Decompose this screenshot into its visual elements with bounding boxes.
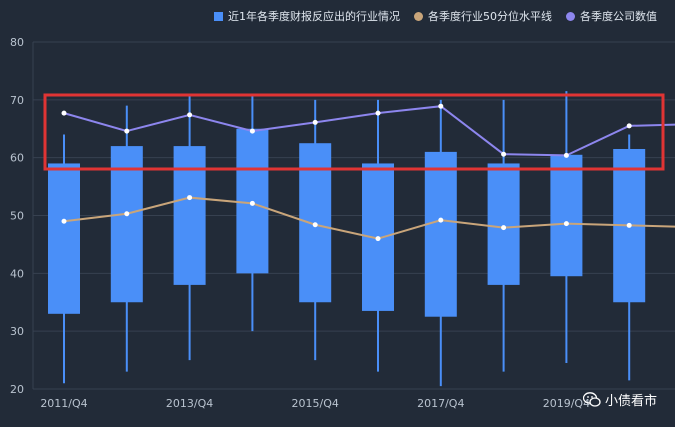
watermark: 小债看市	[582, 390, 657, 409]
legend: 近1年各季度财报反应出的行业情况 各季度行业50分位水平线 各季度公司数值	[214, 8, 657, 24]
legend-box-swatch	[214, 11, 223, 21]
median-point	[61, 218, 67, 224]
median-point	[375, 236, 381, 242]
company-point	[61, 110, 67, 116]
y-tick-label: 20	[10, 383, 24, 396]
company-point	[249, 128, 255, 134]
company-point	[438, 103, 444, 109]
y-tick-label: 40	[10, 267, 24, 280]
company-point	[187, 112, 193, 118]
x-tick-label: 2011/Q4	[40, 397, 87, 410]
highlight-rectangle	[43, 93, 665, 171]
y-tick-label: 70	[10, 94, 24, 107]
x-tick-label: 2019/Q4	[543, 397, 590, 410]
y-tick-label: 60	[10, 152, 24, 165]
median-point	[626, 222, 632, 228]
median-point	[501, 225, 507, 231]
company-point	[124, 128, 130, 134]
box-body	[110, 146, 143, 303]
box-body	[48, 163, 80, 314]
median-point	[124, 211, 130, 217]
company-point	[375, 110, 381, 116]
legend-item-median[interactable]: 各季度行业50分位水平线	[414, 8, 552, 24]
company-point	[626, 123, 632, 129]
company-point	[312, 119, 318, 125]
median-point	[438, 217, 444, 223]
watermark-text: 小债看市	[604, 394, 657, 409]
median-point	[187, 195, 193, 201]
x-tick-label: 2013/Q4	[166, 397, 213, 410]
box-series	[48, 91, 646, 387]
box-body	[173, 146, 206, 285]
x-tick-label: 2015/Q4	[292, 397, 339, 410]
y-tick-label: 30	[10, 325, 24, 338]
median-point	[249, 200, 255, 206]
median-point	[312, 222, 318, 228]
legend-median-label: 各季度行业50分位水平线	[428, 10, 552, 23]
box-body	[424, 151, 457, 317]
wechat-icon	[582, 391, 601, 407]
box-body	[550, 154, 583, 277]
y-tick-label: 50	[10, 210, 24, 223]
box-body	[487, 163, 520, 285]
line-series	[61, 103, 675, 242]
legend-median-swatch	[414, 11, 423, 21]
company-point	[563, 152, 569, 158]
median-point	[563, 221, 569, 227]
company-point	[501, 151, 507, 157]
legend-item-box[interactable]: 近1年各季度财报反应出的行业情况	[214, 8, 400, 24]
legend-box-label: 近1年各季度财报反应出的行业情况	[228, 10, 400, 23]
legend-company-swatch	[566, 11, 575, 21]
x-tick-label: 2017/Q4	[417, 397, 464, 410]
legend-company-label: 各季度公司数值	[580, 10, 657, 23]
axis-labels: 20 30 40 50 60 70 80 2011/Q4 2013/Q4 2015/Q4 2017/…	[10, 36, 590, 410]
y-tick-label: 80	[10, 36, 24, 49]
company-line	[63, 105, 675, 157]
legend-item-company[interactable]: 各季度公司数值	[566, 8, 657, 24]
